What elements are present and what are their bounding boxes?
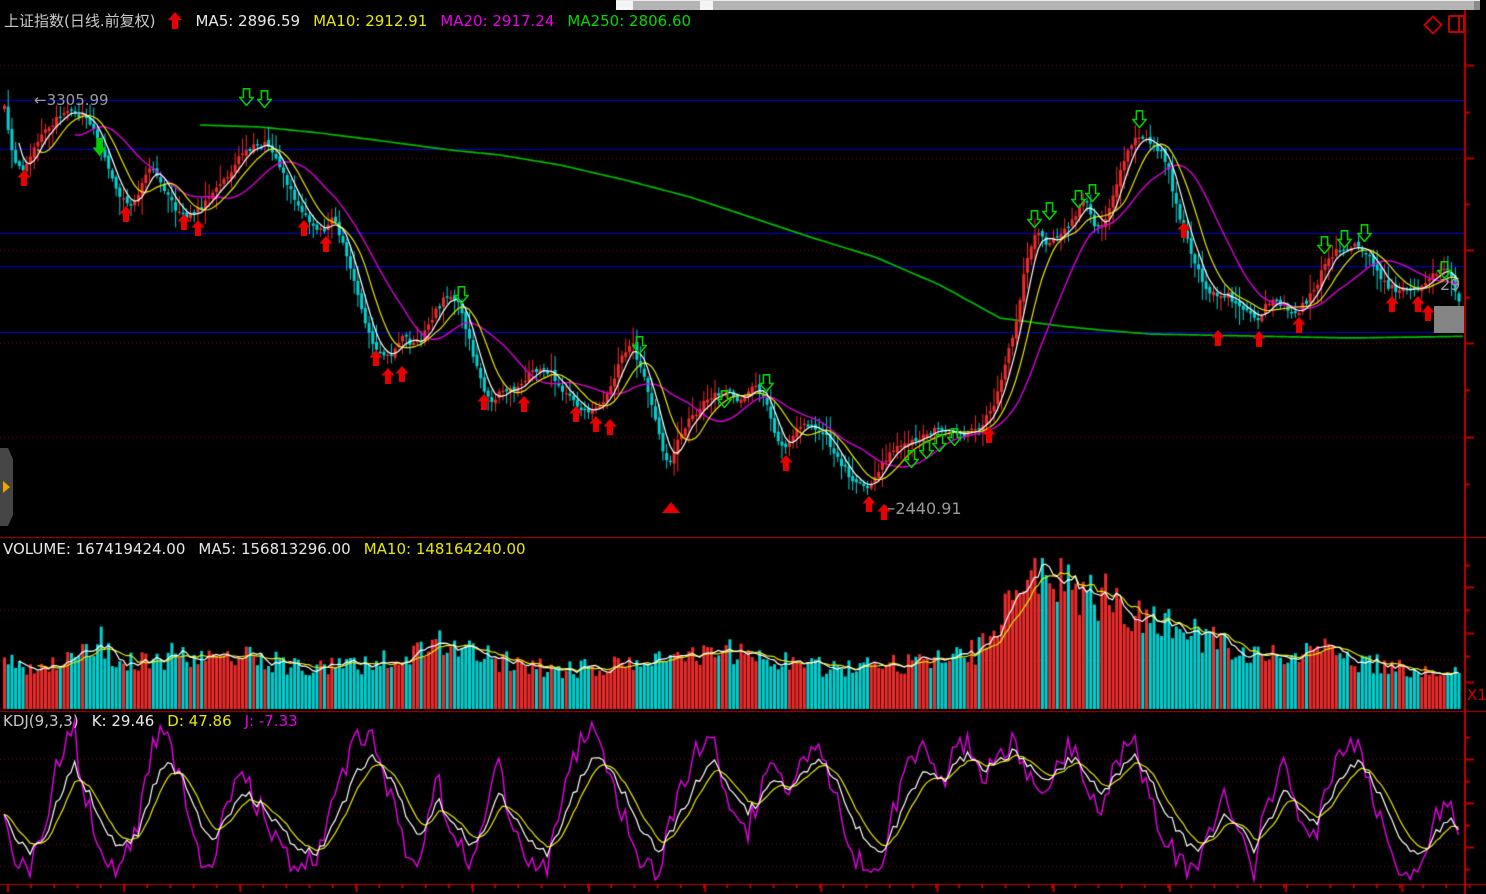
header-item: D: 47.86 [167, 712, 232, 730]
sell-signal-icon [1084, 184, 1101, 203]
buy-signal-icon [119, 206, 133, 222]
header-item: MA5: 156813296.00 [198, 540, 351, 558]
header-item: MA5: 2896.59 [195, 11, 301, 30]
scrollbar-segment [616, 1, 633, 10]
sidebar-expand-tab[interactable] [0, 448, 13, 526]
bottom-marker-icon [662, 502, 680, 513]
buy-signal-icon [319, 236, 333, 252]
buy-signal-icon [1211, 330, 1225, 346]
buy-signal-icon [1385, 296, 1399, 312]
buy-signal-icon [395, 366, 409, 382]
buy-signal-icon [1252, 331, 1266, 347]
buy-signal-icon [381, 368, 395, 384]
buy-signal-icon [982, 427, 996, 443]
main-chart-header: 上证指数(日线.前复权) MA5: 2896.59 MA10: 2912.91 MA… [4, 10, 691, 31]
sell-signal-icon [256, 90, 273, 109]
buy-signal-icon [1292, 317, 1306, 333]
sell-signal-icon [1356, 224, 1373, 243]
sell-signal-icon [1336, 230, 1353, 249]
header-item: MA10: 148164240.00 [363, 540, 526, 558]
sell-signal-icon [903, 450, 920, 469]
header-item: KDJ(9,3,3) [3, 712, 79, 730]
sell-signal-icon [758, 374, 775, 393]
split-window-icon[interactable] [1448, 15, 1465, 33]
scrollbar-notch [700, 1, 713, 10]
trend-up-icon [168, 12, 183, 29]
buy-signal-icon [569, 406, 583, 422]
header-item: J: -7.33 [244, 712, 298, 730]
buy-signal-icon [779, 455, 793, 471]
buy-signal-icon [477, 394, 491, 410]
sell-signal-icon [1026, 210, 1043, 229]
sell-signal-solid-icon [92, 138, 107, 156]
sell-signal-icon [1436, 261, 1453, 280]
pane-corner-label: X1 [1467, 686, 1486, 704]
buy-signal-icon [17, 170, 31, 186]
buy-signal-icon [177, 214, 191, 230]
buy-signal-icon [1421, 305, 1435, 321]
buy-signal-icon [369, 350, 383, 366]
buy-signal-icon [603, 419, 617, 435]
buy-signal-icon [589, 416, 603, 432]
instrument-title[interactable]: 上证指数(日线.前复权) [4, 12, 156, 30]
current-price-label-clipped: 29 [1440, 275, 1461, 294]
header-item: K: 29.46 [91, 712, 155, 730]
sell-signal-icon [1131, 110, 1148, 129]
buy-signal-icon [191, 220, 205, 236]
kdj-pane-header: KDJ(9,3,3) K: 29.46 D: 47.86 J: -7.33 [3, 712, 298, 730]
header-item: MA250: 2806.60 [567, 11, 692, 30]
price-tag-box [1434, 306, 1464, 333]
buy-signal-icon [862, 496, 876, 512]
header-item: VOLUME: 167419424.00 [3, 540, 186, 558]
buy-signal-icon [297, 220, 311, 236]
header-item: MA10: 2912.91 [313, 11, 428, 30]
buy-signal-icon [1177, 222, 1191, 238]
low-price-marker: ←2440.91 [882, 499, 962, 518]
sell-signal-icon [931, 434, 948, 453]
scrollbar-end-cap [1474, 1, 1480, 10]
sell-signal-icon [1041, 202, 1058, 221]
sell-signal-icon [453, 286, 470, 305]
buy-signal-icon [517, 396, 531, 412]
header-item: MA20: 2917.24 [440, 11, 555, 30]
horizontal-scrollbar[interactable] [616, 0, 1480, 10]
sell-signal-icon [716, 390, 733, 409]
price-ma-values: MA5: 2896.59 MA10: 2912.91 MA20: 2917.24 MA… [195, 12, 691, 30]
sell-signal-icon [946, 428, 963, 447]
high-price-marker: ←3305.99 [34, 91, 109, 109]
sell-signal-icon [631, 336, 648, 355]
volume-values: VOLUME: 167419424.00 MA5: 156813296.00 MA1… [3, 540, 526, 558]
sell-signal-icon [238, 88, 255, 107]
sell-signal-icon [918, 441, 935, 460]
buy-signal-icon [1411, 296, 1425, 312]
sell-signal-icon [1070, 190, 1087, 209]
sell-signal-icon [1316, 236, 1333, 255]
expand-arrow-icon [3, 481, 10, 493]
kdj-values: KDJ(9,3,3) K: 29.46 D: 47.86 J: -7.33 [3, 712, 298, 730]
buy-signal-icon [877, 504, 891, 520]
volume-pane-header: VOLUME: 167419424.00 MA5: 156813296.00 MA1… [3, 540, 526, 558]
